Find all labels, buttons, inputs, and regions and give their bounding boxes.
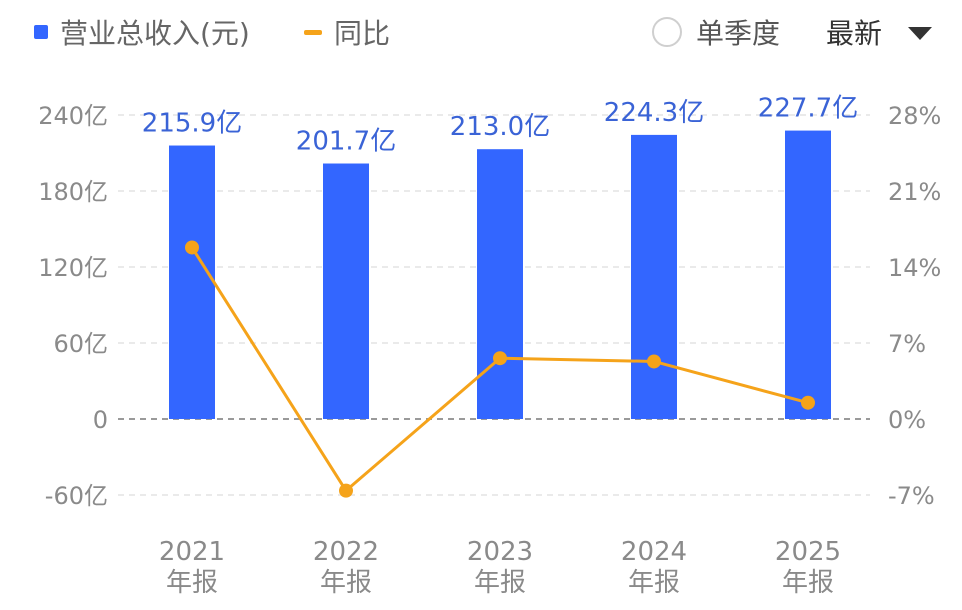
- bar-value-label: 201.7亿: [296, 127, 396, 157]
- yoy-point: [339, 483, 353, 498]
- yoy-point: [185, 240, 199, 255]
- chart-header: 营业总收入(元) 同比 单季度 最新: [0, 0, 962, 64]
- right-axis-tick-label: 21%: [888, 178, 941, 206]
- bar-value-label: 227.7亿: [758, 94, 858, 124]
- x-axis-tick-label: 2022: [313, 537, 379, 567]
- radio-icon[interactable]: [652, 17, 682, 47]
- revenue-bar: [785, 130, 831, 419]
- left-axis-tick-label: 0: [93, 406, 108, 434]
- revenue-bar: [631, 134, 677, 420]
- right-axis-tick-label: 7%: [888, 330, 926, 358]
- legend-revenue: 营业总收入(元): [34, 12, 250, 52]
- sort-dropdown-label: 最新: [826, 17, 883, 50]
- x-axis-tick-label: 2025: [775, 537, 841, 567]
- yoy-point: [493, 351, 507, 366]
- left-axis-tick-label: 240亿: [38, 102, 108, 130]
- x-axis-sublabel: 年报: [628, 568, 680, 598]
- x-axis-sublabel: 年报: [320, 568, 372, 598]
- left-axis-tick-label: 120亿: [38, 254, 108, 282]
- x-axis-sublabel: 年报: [166, 568, 218, 598]
- bar-value-label: 215.9亿: [142, 109, 242, 139]
- x-axis-tick-label: 2023: [467, 537, 533, 567]
- revenue-bar: [169, 145, 215, 419]
- revenue-bar: [323, 163, 369, 419]
- right-axis-tick-label: 14%: [888, 254, 941, 282]
- legend-revenue-swatch: [34, 25, 48, 39]
- x-axis-tick-label: 2024: [621, 537, 687, 567]
- caret-down-icon[interactable]: [908, 26, 933, 40]
- legend-yoy: 同比: [304, 12, 390, 52]
- right-axis-tick-label: -7%: [888, 482, 935, 510]
- bar-value-label: 224.3亿: [604, 98, 704, 128]
- x-axis-tick-label: 2021: [159, 537, 225, 567]
- bar-value-label: 213.0亿: [450, 112, 550, 142]
- legend-revenue-label: 营业总收入(元): [60, 17, 250, 50]
- left-axis-tick-label: 60亿: [53, 330, 108, 358]
- legend-yoy-swatch: [304, 29, 322, 35]
- x-axis-sublabel: 年报: [474, 568, 526, 598]
- left-axis-tick-label: -60亿: [45, 482, 108, 510]
- sort-dropdown[interactable]: 最新: [826, 12, 933, 52]
- legend-yoy-label: 同比: [334, 17, 391, 50]
- right-axis-tick-label: 28%: [888, 102, 941, 130]
- quarter-toggle-label: 单季度: [696, 17, 781, 50]
- x-axis-sublabel: 年报: [782, 568, 834, 598]
- yoy-point: [801, 395, 815, 410]
- revenue-bar: [477, 149, 523, 419]
- left-axis-tick-label: 180亿: [38, 178, 108, 206]
- yoy-point: [647, 354, 661, 369]
- right-axis-tick-label: 0%: [888, 406, 926, 434]
- quarter-toggle[interactable]: 单季度: [652, 12, 780, 52]
